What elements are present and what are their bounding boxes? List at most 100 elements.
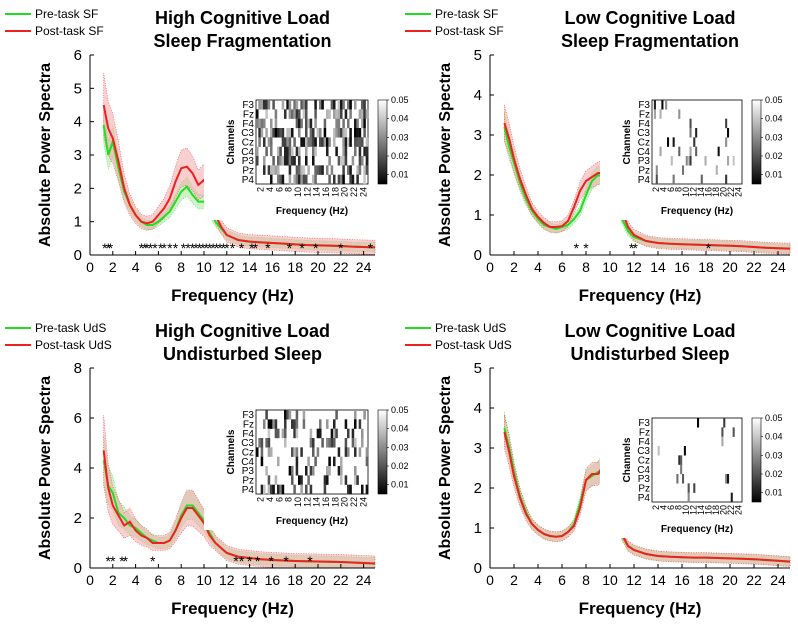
heatmap-cell: [274, 118, 278, 129]
y-tick-label: 2: [74, 510, 82, 527]
heatmap-cell: [344, 146, 348, 157]
heatmap-cell: [272, 156, 275, 166]
inset-x-tick-label: 16: [321, 497, 331, 507]
heatmap-cell: [274, 165, 278, 175]
x-tick-label: 6: [558, 572, 566, 588]
heatmap-cell: [354, 419, 357, 429]
heatmap-cell: [312, 137, 315, 147]
heatmap-cell: [697, 418, 700, 428]
heatmap-cell: [312, 146, 315, 157]
significance-marker: *: [142, 240, 148, 256]
heatmap-cell: [349, 100, 352, 110]
colorbar-tick-label: 0.03: [391, 132, 409, 142]
heatmap-cell: [309, 128, 313, 138]
x-tick-label: 18: [698, 259, 714, 275]
y-tick-label: 8: [74, 360, 82, 377]
inset-x-tick-label: 12: [688, 187, 698, 197]
heatmap-cell: [286, 156, 289, 166]
heatmap-cell: [678, 146, 681, 157]
heatmap-cell: [288, 410, 292, 420]
significance-marker: *: [265, 240, 271, 256]
heatmap-cell: [284, 146, 287, 157]
inset-x-tick-label: 10: [293, 187, 303, 197]
inset-channel-label: C3: [637, 128, 650, 139]
x-tick-label: 0: [86, 572, 94, 588]
heatmap-cell: [351, 156, 355, 166]
inset-x-tick-label: 10: [681, 187, 691, 197]
significance-marker: *: [123, 553, 129, 569]
heatmap-cell: [281, 100, 285, 110]
heatmap-cell: [263, 484, 266, 495]
inset-channel-label: P4: [638, 493, 651, 504]
x-axis-label: Frequency (Hz): [579, 286, 702, 305]
heatmap-cell: [326, 146, 329, 157]
x-tick-label: 18: [698, 572, 714, 588]
heatmap-cell: [307, 165, 310, 175]
heatmap-cell: [267, 438, 271, 448]
heatmap-cell: [274, 419, 278, 429]
y-tick-label: 2: [474, 480, 482, 497]
heatmap-cell: [256, 146, 259, 157]
heatmap-cell: [270, 137, 273, 147]
inset-channel-label: C4: [241, 147, 254, 158]
heatmap-cell: [298, 118, 301, 129]
heatmap-cell: [307, 456, 310, 467]
heatmap-cell: [723, 418, 726, 428]
heatmap-cell: [305, 174, 308, 185]
heatmap-cell: [333, 137, 336, 147]
heatmap-cell: [288, 165, 292, 175]
heatmap-cell: [267, 484, 271, 495]
heatmap-cell: [337, 174, 341, 185]
colorbar: [377, 409, 388, 495]
inset-channel-label: Fz: [243, 420, 254, 431]
heatmap-cell: [680, 455, 683, 465]
heatmap-cell: [349, 109, 352, 119]
x-tick-label: 16: [265, 572, 281, 588]
heatmap-cell: [265, 128, 268, 138]
legend-label: Pre-task SF: [435, 7, 498, 21]
inset-x-tick-label: 12: [302, 187, 312, 197]
series-band-2: [103, 73, 376, 255]
heatmap-cell: [365, 146, 369, 157]
heatmap-cell: [365, 447, 369, 457]
heatmap-cell: [302, 174, 306, 185]
inset-x-tick-label: 20: [718, 505, 728, 515]
heatmap-cell: [314, 137, 317, 147]
heatmap-cell: [267, 165, 271, 175]
significance-marker: *: [239, 240, 245, 256]
inset-x-tick-label: 2: [651, 505, 661, 510]
heatmap-cell: [653, 109, 656, 119]
significance-marker: *: [230, 240, 236, 256]
heatmap-cell: [258, 137, 261, 147]
legend-label: Post-task SF: [35, 24, 104, 38]
inset-x-tick-label: 20: [718, 187, 728, 197]
heatmap-cell: [689, 156, 692, 166]
heatmap-cell: [312, 447, 315, 457]
y-tick-label: 5: [474, 47, 482, 64]
heatmap-cell: [281, 137, 285, 147]
heatmap-cell: [349, 137, 352, 147]
heatmap-cell: [670, 156, 673, 166]
heatmap-cell: [344, 419, 348, 429]
heatmap-cell: [319, 165, 322, 175]
significance-marker: *: [224, 240, 230, 256]
heatmap-cell: [347, 428, 350, 439]
significance-marker: *: [247, 553, 253, 569]
legend-label: Pre-task UdS: [35, 321, 106, 335]
heatmap-cell: [672, 174, 675, 185]
significance-marker: *: [249, 240, 255, 256]
heatmap-cell: [337, 109, 341, 119]
heatmap-cell: [279, 484, 282, 495]
heatmap-cell: [274, 475, 278, 485]
heatmap-cell: [661, 100, 664, 110]
heatmap-cell: [689, 128, 692, 138]
heatmap-cell: [342, 174, 345, 185]
heatmap-cell: [316, 428, 320, 439]
heatmap-cell: [349, 165, 352, 175]
heatmap-cell: [256, 447, 259, 457]
heatmap-cell: [323, 137, 327, 147]
heatmap-cell: [302, 109, 306, 119]
heatmap-cell: [363, 100, 366, 110]
y-tick-label: 6: [74, 410, 82, 427]
heatmap-cell: [354, 410, 357, 420]
